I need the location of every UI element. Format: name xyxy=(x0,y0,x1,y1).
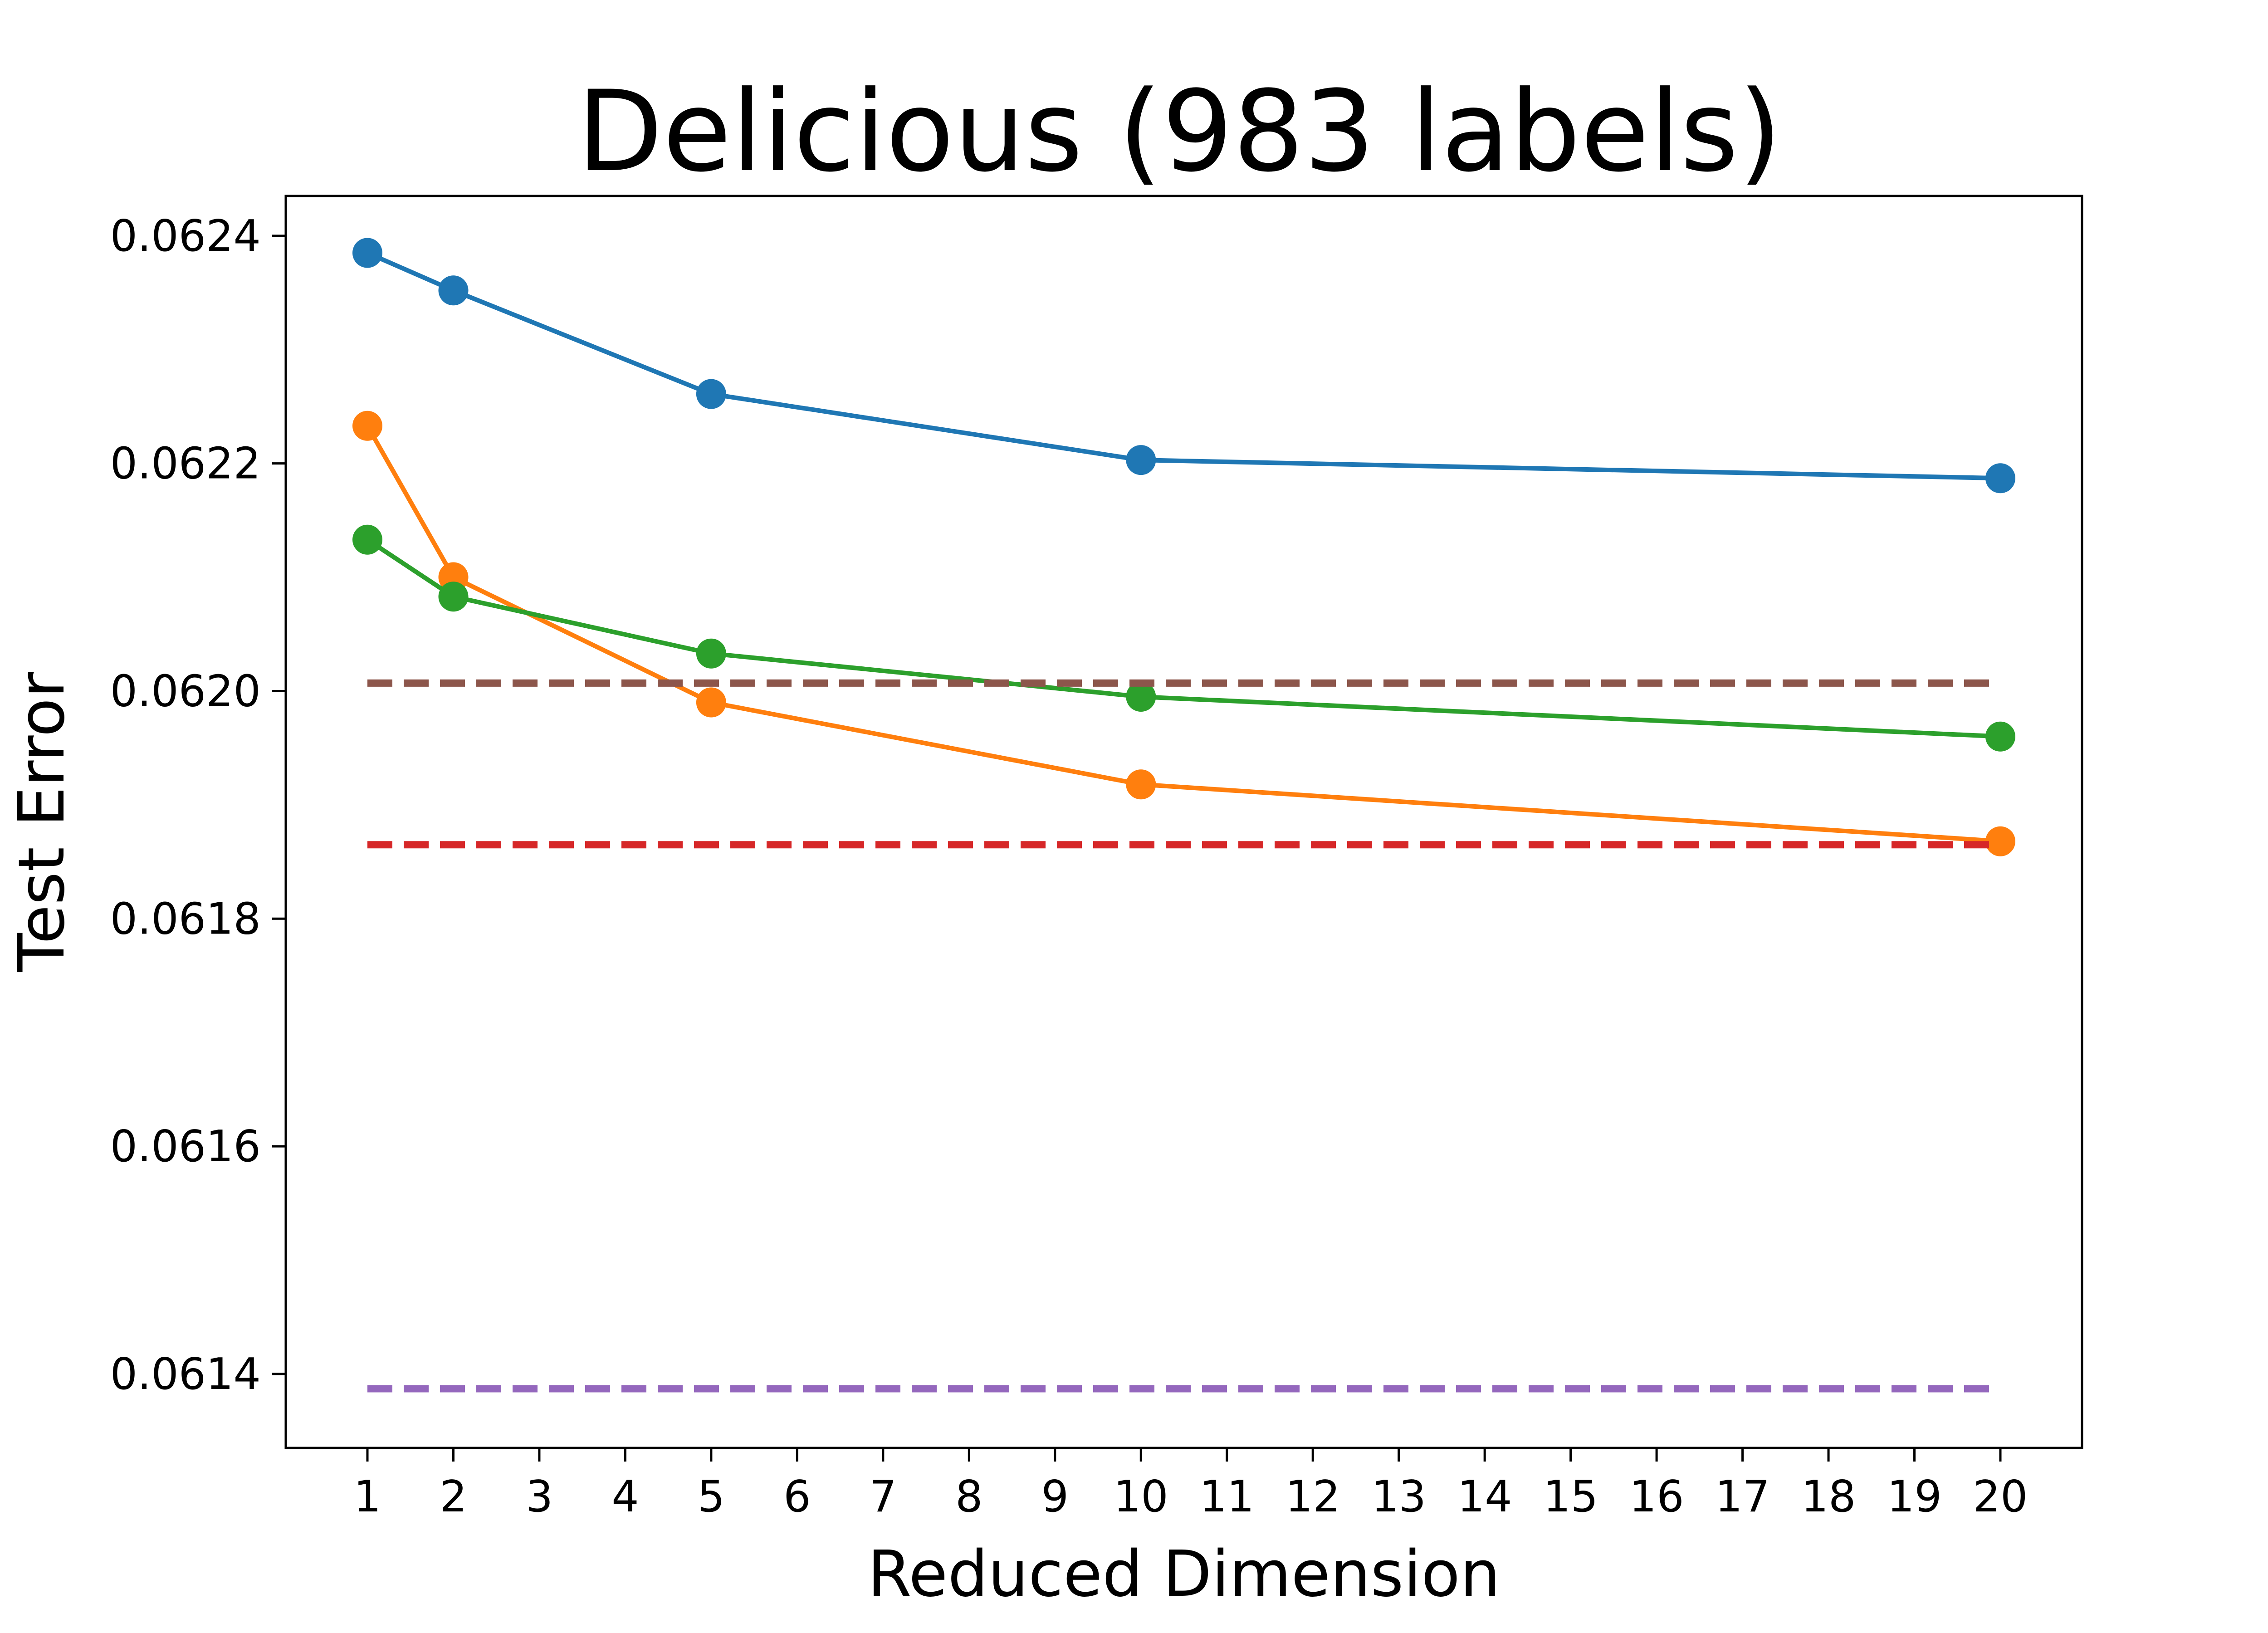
x-tick-label: 18 xyxy=(1801,1472,1856,1522)
series-1-point xyxy=(1985,826,2015,856)
x-tick-label: 13 xyxy=(1371,1472,1426,1522)
y-tick-label: 0.0624 xyxy=(110,211,261,261)
x-tick-label: 8 xyxy=(955,1472,982,1522)
y-tick-label: 0.0616 xyxy=(110,1122,261,1172)
x-tick-label: 15 xyxy=(1543,1472,1598,1522)
series-1-point xyxy=(696,687,726,718)
x-tick-label: 17 xyxy=(1715,1472,1770,1522)
x-tick-label: 6 xyxy=(783,1472,811,1522)
series-1-point xyxy=(352,411,382,441)
series-1-point xyxy=(1126,769,1156,800)
x-tick-label: 4 xyxy=(611,1472,639,1522)
y-tick-label: 0.0622 xyxy=(110,439,261,489)
x-axis: 1 2 3 4 5 6 7 8 9 10 11 12 13 14 15 16 17 18 19 20 xyxy=(354,1448,2028,1522)
x-tick-label: 12 xyxy=(1286,1472,1340,1522)
series-0-point xyxy=(1126,445,1156,475)
x-tick-label: 10 xyxy=(1114,1472,1168,1522)
chart-title: Delicious (983 labels) xyxy=(577,67,1782,197)
x-tick-label: 1 xyxy=(354,1472,381,1522)
y-tick-label: 0.0618 xyxy=(110,894,261,944)
x-tick-label: 2 xyxy=(440,1472,467,1522)
y-tick-label: 0.0614 xyxy=(110,1349,261,1399)
y-axis: 0.0614 0.0616 0.0618 0.0620 0.0622 0.0624 xyxy=(110,211,286,1399)
plot-frame xyxy=(284,195,2083,1449)
series-0-point xyxy=(438,275,469,306)
y-axis-label: Test Error xyxy=(5,672,79,973)
x-tick-label: 16 xyxy=(1629,1472,1684,1522)
x-tick-label: 19 xyxy=(1887,1472,1942,1522)
series-2-point xyxy=(1126,682,1156,712)
x-tick-label: 3 xyxy=(526,1472,553,1522)
plot-marks xyxy=(352,238,2015,1393)
x-tick-label: 7 xyxy=(870,1472,897,1522)
series-0-point xyxy=(696,379,726,409)
x-tick-label: 9 xyxy=(1041,1472,1069,1522)
x-tick-label: 14 xyxy=(1457,1472,1512,1522)
series-2-point xyxy=(1985,721,2015,752)
series-0-point xyxy=(1985,463,2015,494)
series-2-point xyxy=(438,582,469,612)
x-axis-label: Reduced Dimension xyxy=(867,1537,1500,1611)
series-0-point xyxy=(352,238,382,268)
y-tick-label: 0.0620 xyxy=(110,666,261,716)
x-tick-label: 11 xyxy=(1199,1472,1254,1522)
x-tick-label: 20 xyxy=(1973,1472,2028,1522)
x-tick-label: 5 xyxy=(698,1472,725,1522)
series-2-point xyxy=(696,638,726,669)
series-2-point xyxy=(352,524,382,555)
